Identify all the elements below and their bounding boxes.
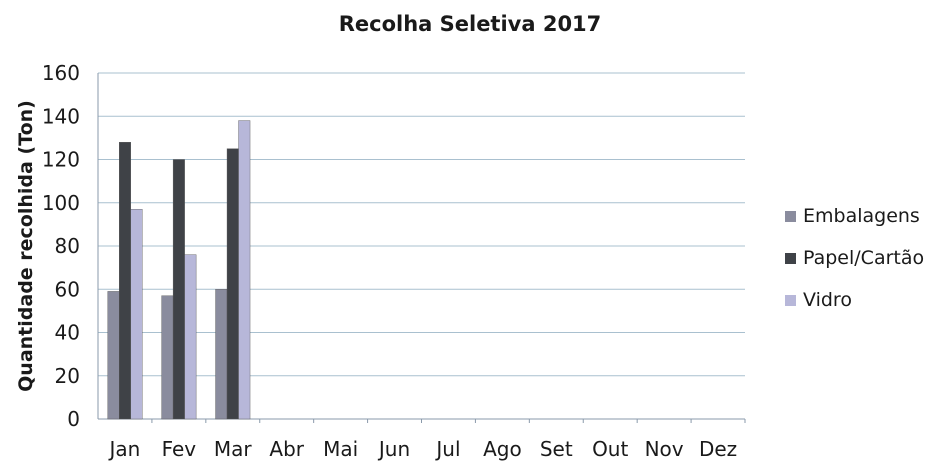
- x-tick-label: Abr: [269, 437, 304, 461]
- y-tick-label: 40: [55, 321, 80, 345]
- legend: Embalagens Papel/Cartão Vidro: [785, 205, 924, 331]
- bar: [215, 289, 228, 420]
- bar: [172, 159, 185, 420]
- legend-item-embalagens: Embalagens: [785, 205, 924, 227]
- y-tick-label: 0: [67, 407, 80, 431]
- legend-swatch-papel-cartao: [785, 252, 796, 264]
- x-tick-label: Ago: [483, 437, 522, 461]
- bar: [226, 148, 239, 420]
- chart-title: Recolha Seletiva 2017: [338, 12, 602, 36]
- y-tick-label: 20: [55, 364, 80, 388]
- x-tick-label: Nov: [645, 437, 684, 461]
- x-tick-label: Jul: [434, 437, 460, 461]
- y-tick-label: 120: [42, 148, 80, 172]
- legend-label-vidro: Vidro: [803, 289, 852, 311]
- x-tick-label: Jan: [108, 437, 141, 461]
- x-tick-label: Mai: [323, 437, 358, 461]
- legend-item-vidro: Vidro: [785, 289, 924, 311]
- y-tick-label: 140: [42, 104, 80, 128]
- legend-swatch-embalagens: [785, 210, 796, 222]
- legend-label-embalagens: Embalagens: [803, 205, 920, 227]
- x-tick-label: Jun: [377, 437, 410, 461]
- bar: [161, 295, 174, 420]
- y-tick-label: 100: [42, 191, 80, 215]
- x-tick-label: Dez: [699, 437, 737, 461]
- y-tick-label: 60: [55, 277, 80, 301]
- y-tick-label: 160: [42, 61, 80, 85]
- x-tick-label: Out: [592, 437, 628, 461]
- bar: [184, 254, 197, 420]
- bar: [130, 209, 143, 420]
- legend-label-papel-cartao: Papel/Cartão: [803, 247, 925, 269]
- legend-swatch-vidro: [785, 294, 796, 306]
- x-tick-label: Mar: [214, 437, 253, 461]
- x-tick-label: Fev: [162, 437, 197, 461]
- y-tick-label: 80: [55, 234, 80, 258]
- bar: [238, 120, 251, 420]
- bar: [119, 141, 131, 420]
- legend-item-papel-cartao: Papel/Cartão: [785, 247, 924, 269]
- bar: [107, 291, 120, 420]
- x-tick-label: Set: [540, 437, 573, 461]
